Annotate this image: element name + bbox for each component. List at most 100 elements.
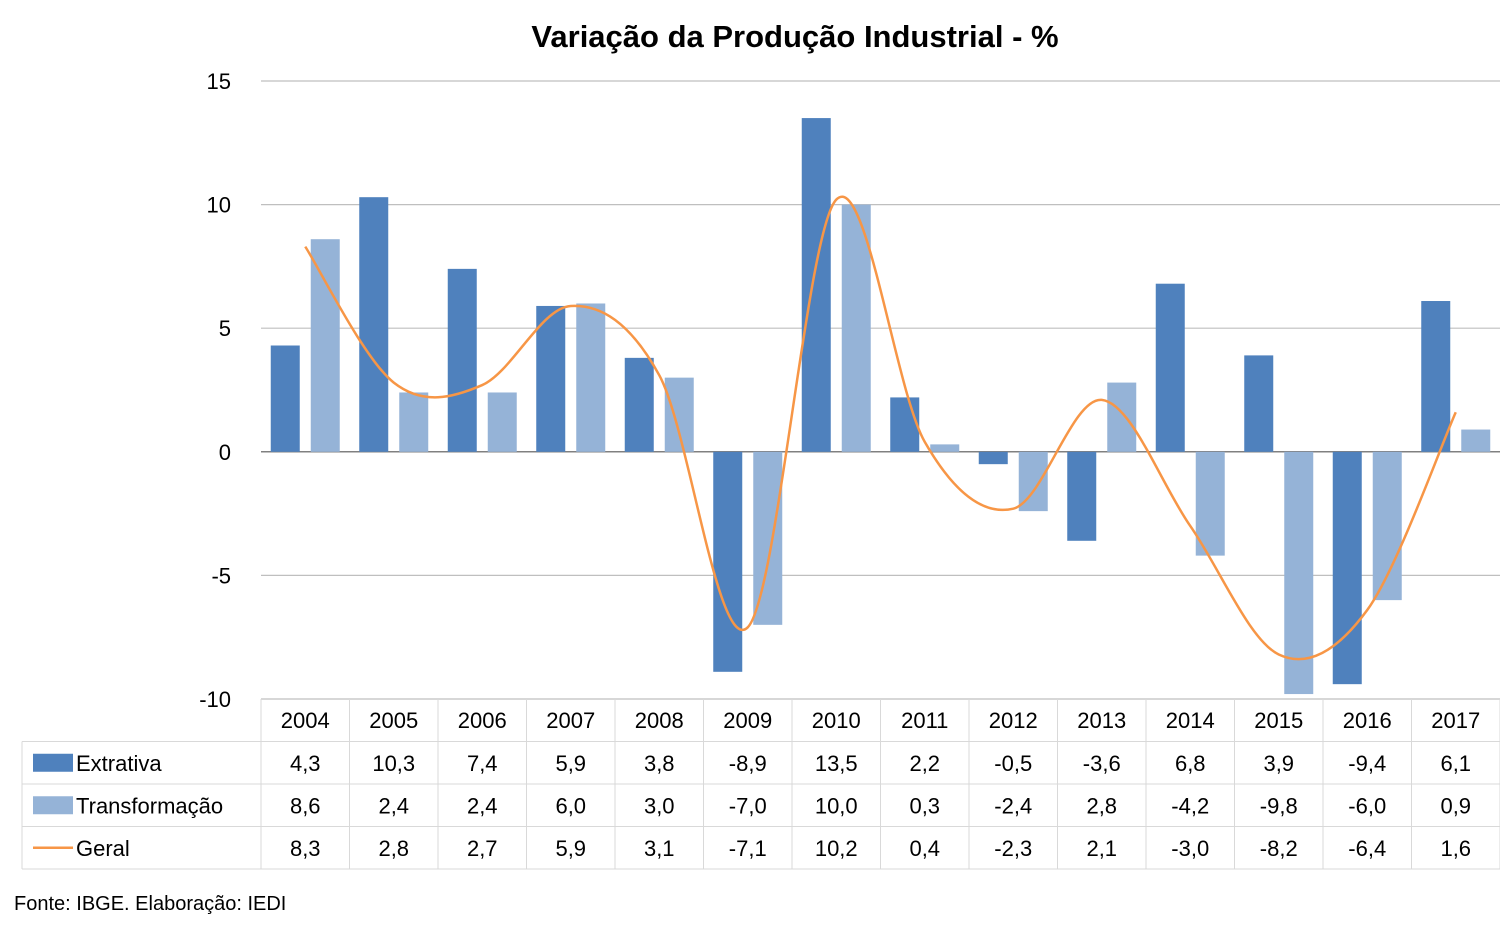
y-axis: 15 10 5 0 -5 -10 (199, 69, 231, 712)
x-tick-label: 2012 (989, 708, 1038, 733)
data-label: 3,8 (644, 751, 675, 776)
data-label: 5,9 (555, 836, 586, 861)
data-label: 6,1 (1440, 751, 1471, 776)
source-note: Fonte: IBGE. Elaboração: IEDI (14, 893, 287, 915)
data-label: -7,1 (729, 836, 767, 861)
bar-extrativa-2013 (1067, 451, 1097, 541)
x-tick-label: 2007 (546, 708, 595, 733)
bar-extrativa-2004 (270, 345, 300, 452)
data-label: -7,0 (729, 793, 767, 818)
data-label: 8,3 (290, 836, 321, 861)
data-label: -6,0 (1348, 793, 1386, 818)
x-tick-label: 2008 (635, 708, 684, 733)
data-label: 0,3 (909, 793, 940, 818)
data-label: 6,8 (1175, 751, 1206, 776)
data-label: -4,2 (1171, 793, 1209, 818)
x-tick-label: 2009 (723, 708, 772, 733)
legend-label: Extrativa (76, 751, 162, 776)
data-label: 7,4 (467, 751, 498, 776)
bar-transformação-2008 (664, 377, 694, 452)
data-label: 2,2 (909, 751, 940, 776)
bar-extrativa-2012 (978, 451, 1008, 465)
legend-key-extrativa (33, 753, 73, 772)
data-label: -2,4 (994, 793, 1032, 818)
bar-extrativa-2015 (1244, 355, 1274, 452)
data-label: 2,8 (378, 836, 409, 861)
legend-label: Geral (76, 836, 130, 861)
y-tick-label: -10 (199, 687, 231, 712)
data-label: 2,1 (1086, 836, 1117, 861)
data-label: -3,6 (1083, 751, 1121, 776)
x-tick-label: 2006 (458, 708, 507, 733)
legend-label: Transformação (76, 793, 223, 818)
chart: Variação da Produção Industrial - % 15 10… (21, 19, 1500, 870)
y-tick-label: 0 (219, 440, 231, 465)
y-tick-label: 5 (219, 316, 231, 341)
x-tick-label: 2014 (1166, 708, 1215, 733)
data-label: 2,4 (467, 793, 498, 818)
data-label: 1,6 (1440, 836, 1471, 861)
data-label: 6,0 (555, 793, 586, 818)
y-tick-label: 10 (207, 193, 231, 218)
line-series (304, 195, 1457, 661)
bar-transformação-2005 (399, 392, 429, 452)
data-label: -9,8 (1260, 793, 1298, 818)
data-label: 0,4 (909, 836, 940, 861)
bar-transformação-2010 (841, 204, 871, 452)
data-label: -8,2 (1260, 836, 1298, 861)
bar-extrativa-2008 (624, 357, 654, 452)
data-label: -2,3 (994, 836, 1032, 861)
data-label: 10,3 (372, 751, 415, 776)
bar-extrativa-2006 (447, 268, 477, 452)
bar-extrativa-2009 (713, 451, 743, 672)
data-table: 2004 2005 2006 2007 2008 2009 2010 2011 2012 2013… (21, 699, 1500, 870)
bar-transformação-2013 (1107, 382, 1137, 452)
data-label: 10,2 (815, 836, 858, 861)
data-label: 2,4 (378, 793, 409, 818)
bar-extrativa-2017 (1421, 301, 1451, 452)
line-geral (304, 195, 1457, 661)
bar-transformação-2007 (576, 303, 606, 452)
data-label: 8,6 (290, 793, 321, 818)
data-label: -8,9 (729, 751, 767, 776)
data-label: 10,0 (815, 793, 858, 818)
data-label: 3,0 (644, 793, 675, 818)
x-tick-label: 2004 (281, 708, 330, 733)
data-label: -6,4 (1348, 836, 1386, 861)
bar-transformação-2017 (1461, 429, 1491, 452)
bar-transformação-2011 (930, 444, 960, 452)
chart-title: Variação da Produção Industrial - % (531, 19, 1058, 54)
legend-key-transformação (33, 796, 73, 815)
data-label: 3,9 (1263, 751, 1294, 776)
bars (270, 118, 1491, 695)
x-tick-label: 2017 (1431, 708, 1480, 733)
data-label: 2,7 (467, 836, 498, 861)
bar-transformação-2009 (753, 451, 783, 625)
bar-transformação-2014 (1195, 451, 1225, 556)
x-tick-label: 2011 (901, 708, 948, 733)
gridlines (261, 80, 1500, 700)
bar-transformação-2004 (310, 239, 340, 452)
x-tick-label: 2013 (1077, 708, 1126, 733)
bar-extrativa-2016 (1332, 451, 1362, 685)
data-label: -9,4 (1348, 751, 1386, 776)
bar-extrativa-2005 (359, 197, 389, 452)
bar-extrativa-2011 (890, 397, 920, 452)
bar-transformação-2006 (487, 392, 517, 452)
bar-transformação-2015 (1284, 451, 1314, 695)
x-tick-label: 2015 (1254, 708, 1303, 733)
x-tick-label: 2010 (812, 708, 861, 733)
y-tick-label: -5 (211, 563, 231, 588)
data-label: 4,3 (290, 751, 321, 776)
bar-extrativa-2014 (1155, 283, 1185, 452)
data-label: 0,9 (1440, 793, 1471, 818)
data-label: -0,5 (994, 751, 1032, 776)
data-label: 3,1 (644, 836, 675, 861)
x-tick-label: 2005 (369, 708, 418, 733)
data-label: -3,0 (1171, 836, 1209, 861)
data-label: 13,5 (815, 751, 858, 776)
data-label: 2,8 (1086, 793, 1117, 818)
data-label: 5,9 (555, 751, 586, 776)
y-tick-label: 15 (207, 69, 231, 94)
bar-extrativa-2010 (801, 118, 831, 452)
